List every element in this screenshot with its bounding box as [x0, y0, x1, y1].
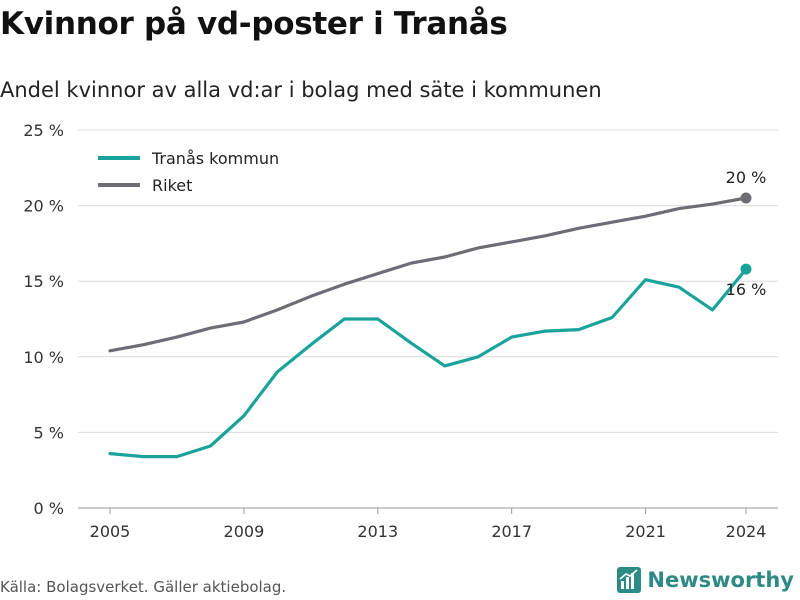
- data-point: [342, 282, 346, 286]
- data-point: [577, 226, 581, 230]
- data-point: [677, 207, 681, 211]
- end-value-label: 16 %: [726, 280, 767, 299]
- data-point: [510, 240, 514, 244]
- data-point: [443, 364, 447, 368]
- x-tick-label: 2024: [726, 522, 767, 541]
- data-point: [610, 220, 614, 224]
- y-tick-label: 15 %: [23, 272, 64, 291]
- data-point: [275, 308, 279, 312]
- data-point: [242, 414, 246, 418]
- bar-chart-logo-icon: [617, 567, 642, 593]
- x-tick-label: 2013: [357, 522, 398, 541]
- legend-label: Tranås kommun: [151, 149, 279, 168]
- x-tick-label: 2005: [90, 522, 131, 541]
- data-point: [409, 341, 413, 345]
- data-point: [577, 328, 581, 332]
- y-tick-label: 25 %: [23, 121, 64, 140]
- data-point: [208, 444, 212, 448]
- brand-logo: Newsworthy: [617, 567, 794, 593]
- y-tick-label: 0 %: [34, 499, 64, 518]
- series-line-riket: [108, 196, 748, 353]
- data-point: [409, 261, 413, 265]
- data-point: [108, 349, 112, 353]
- data-point: [510, 335, 514, 339]
- end-point-marker: [740, 263, 752, 275]
- data-point: [543, 329, 547, 333]
- end-value-label: 20 %: [726, 168, 767, 187]
- data-point: [711, 308, 715, 312]
- brand-name: Newsworthy: [647, 568, 794, 592]
- y-tick-label: 5 %: [34, 423, 64, 442]
- data-point: [175, 455, 179, 459]
- grid-lines: [78, 129, 778, 509]
- y-tick-label: 20 %: [23, 197, 64, 216]
- legend: Tranås kommun Riket: [98, 149, 279, 195]
- data-point: [309, 294, 313, 298]
- series-layer: 16 % 20 %: [108, 168, 766, 459]
- data-point: [208, 326, 212, 330]
- data-point: [342, 317, 346, 321]
- data-point: [677, 285, 681, 289]
- data-point: [141, 455, 145, 459]
- data-point: [543, 234, 547, 238]
- data-point: [242, 320, 246, 324]
- data-point: [141, 343, 145, 347]
- data-point: [175, 335, 179, 339]
- data-point: [309, 343, 313, 347]
- chart-subtitle: Andel kvinnor av alla vd:ar i bolag med …: [0, 78, 602, 102]
- data-point: [476, 355, 480, 359]
- data-point: [275, 370, 279, 374]
- data-point: [376, 272, 380, 276]
- source-note: Källa: Bolagsverket. Gäller aktiebolag.: [0, 578, 287, 596]
- series-line-tranås-kommun: [108, 267, 748, 459]
- y-axis: 0 % 5 % 10 % 15 % 20 % 25 %: [23, 121, 64, 518]
- x-tick-label: 2021: [625, 522, 666, 541]
- data-point: [476, 246, 480, 250]
- y-tick-label: 10 %: [23, 348, 64, 367]
- data-point: [443, 255, 447, 259]
- x-tick-label: 2009: [224, 522, 265, 541]
- x-axis: 2005 2009 2013 2017 2021 2024: [90, 508, 767, 541]
- end-point-marker: [740, 192, 752, 204]
- legend-label: Riket: [152, 176, 192, 195]
- data-point: [108, 452, 112, 456]
- data-point: [711, 202, 715, 206]
- data-point: [644, 278, 648, 282]
- x-tick-label: 2017: [491, 522, 532, 541]
- data-point: [644, 214, 648, 218]
- data-point: [610, 315, 614, 319]
- chart-title: Kvinnor på vd-poster i Tranås: [0, 6, 508, 42]
- data-point: [376, 317, 380, 321]
